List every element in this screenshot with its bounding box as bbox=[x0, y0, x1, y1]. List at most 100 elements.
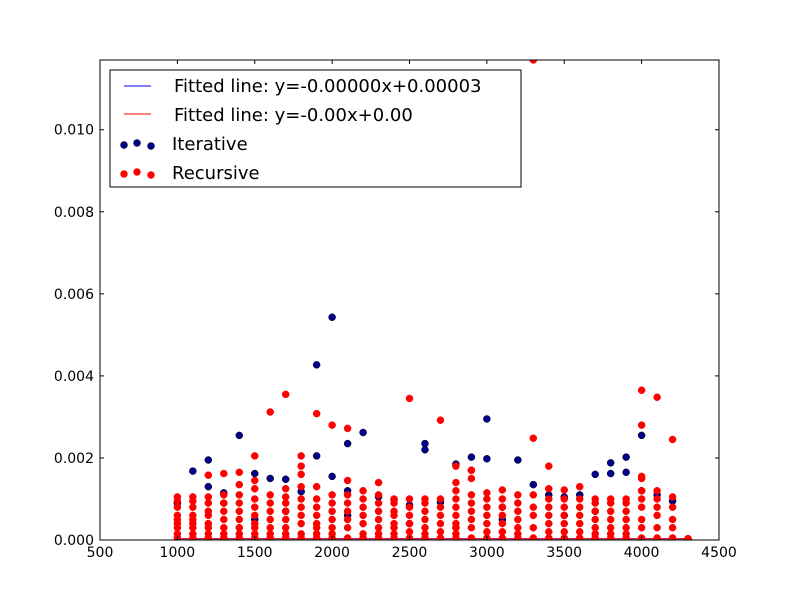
recursive-point bbox=[452, 511, 460, 520]
recursive-point bbox=[421, 507, 429, 516]
iterative-point bbox=[235, 431, 244, 440]
recursive-point bbox=[266, 408, 274, 416]
recursive-point bbox=[204, 471, 213, 479]
iterative-point bbox=[328, 472, 336, 481]
recursive-point bbox=[235, 499, 244, 507]
recursive-point bbox=[452, 487, 460, 495]
recursive-point bbox=[653, 495, 661, 503]
recursive-point bbox=[545, 534, 553, 540]
recursive-point bbox=[251, 503, 259, 511]
recursive-point bbox=[467, 491, 476, 499]
iterative-point bbox=[328, 313, 336, 321]
recursive-point bbox=[235, 515, 244, 524]
recursive-point bbox=[204, 534, 213, 540]
recursive-point bbox=[220, 469, 228, 478]
iterative-point bbox=[343, 439, 352, 448]
recursive-point bbox=[668, 534, 677, 540]
recursive-point bbox=[328, 499, 336, 507]
recursive-point bbox=[529, 491, 538, 499]
recursive-point bbox=[452, 534, 460, 540]
x-tick-label: 4500 bbox=[701, 545, 737, 561]
series-recursive bbox=[173, 60, 692, 540]
recursive-point bbox=[575, 519, 584, 528]
recursive-point bbox=[575, 534, 584, 540]
recursive-point bbox=[606, 499, 615, 507]
recursive-point bbox=[343, 515, 352, 524]
recursive-point bbox=[297, 462, 305, 470]
x-tick-label: 3500 bbox=[546, 545, 582, 561]
recursive-point bbox=[421, 499, 429, 507]
recursive-point bbox=[467, 507, 476, 516]
recursive-point bbox=[297, 482, 305, 491]
recursive-point bbox=[514, 534, 522, 540]
recursive-point bbox=[374, 478, 383, 487]
iterative-point bbox=[189, 467, 197, 475]
recursive-point bbox=[545, 495, 553, 503]
recursive-point bbox=[684, 535, 692, 540]
recursive-point bbox=[529, 511, 538, 520]
recursive-point bbox=[343, 476, 352, 485]
recursive-point bbox=[606, 507, 615, 516]
recursive-point bbox=[452, 462, 460, 470]
iterative-point bbox=[483, 415, 491, 423]
legend-marker-iterative-2 bbox=[133, 139, 141, 147]
x-tick-label: 3000 bbox=[469, 545, 505, 561]
recursive-point bbox=[637, 421, 646, 429]
recursive-point bbox=[281, 515, 290, 524]
iterative-point bbox=[637, 431, 646, 440]
recursive-point bbox=[266, 491, 274, 499]
y-axis-tick-labels: 0.000 0.002 0.004 0.006 0.008 0.010 bbox=[54, 123, 94, 549]
recursive-point bbox=[235, 507, 244, 516]
recursive-point bbox=[343, 507, 352, 516]
recursive-point bbox=[622, 515, 630, 524]
recursive-point bbox=[281, 484, 290, 493]
recursive-point bbox=[281, 507, 290, 516]
recursive-point bbox=[452, 495, 460, 503]
recursive-point bbox=[421, 515, 429, 524]
iterative-point bbox=[281, 475, 290, 484]
recursive-point bbox=[390, 499, 398, 507]
recursive-point bbox=[374, 534, 383, 540]
recursive-point bbox=[374, 499, 383, 507]
recursive-point bbox=[220, 507, 228, 516]
iterative-point bbox=[591, 470, 599, 479]
recursive-point bbox=[606, 515, 615, 524]
recursive-point bbox=[251, 484, 259, 493]
recursive-point bbox=[545, 462, 553, 470]
legend-marker-recursive-1 bbox=[120, 170, 128, 178]
recursive-point bbox=[514, 491, 522, 499]
legend-marker-recursive-3 bbox=[147, 171, 155, 179]
recursive-point bbox=[498, 495, 507, 503]
recursive-point bbox=[390, 534, 398, 540]
recursive-point bbox=[637, 515, 646, 524]
recursive-point bbox=[235, 534, 244, 540]
recursive-point bbox=[343, 491, 352, 499]
recursive-point bbox=[560, 495, 568, 503]
recursive-point bbox=[436, 511, 445, 520]
recursive-point bbox=[514, 507, 522, 516]
recursive-point bbox=[483, 495, 491, 503]
recursive-point bbox=[235, 468, 244, 477]
recursive-point bbox=[359, 495, 367, 503]
recursive-point bbox=[452, 503, 460, 511]
recursive-point bbox=[204, 499, 213, 507]
recursive-point bbox=[591, 534, 599, 540]
recursive-point bbox=[653, 503, 661, 511]
iterative-point bbox=[467, 453, 476, 461]
iterative-point bbox=[421, 445, 429, 454]
recursive-point bbox=[467, 515, 476, 524]
recursive-point bbox=[637, 523, 646, 532]
iterative-point bbox=[483, 455, 491, 463]
recursive-point bbox=[405, 394, 414, 403]
x-tick-label: 1500 bbox=[237, 545, 273, 561]
recursive-point bbox=[514, 499, 522, 507]
legend-marker-iterative-1 bbox=[120, 141, 128, 149]
recursive-point bbox=[266, 499, 274, 507]
iterative-point bbox=[312, 452, 321, 460]
recursive-point bbox=[575, 482, 584, 491]
recursive-point bbox=[405, 511, 414, 520]
recursive-point bbox=[312, 511, 321, 520]
recursive-point bbox=[637, 474, 646, 483]
iterative-point bbox=[529, 480, 538, 489]
recursive-point bbox=[281, 390, 290, 399]
